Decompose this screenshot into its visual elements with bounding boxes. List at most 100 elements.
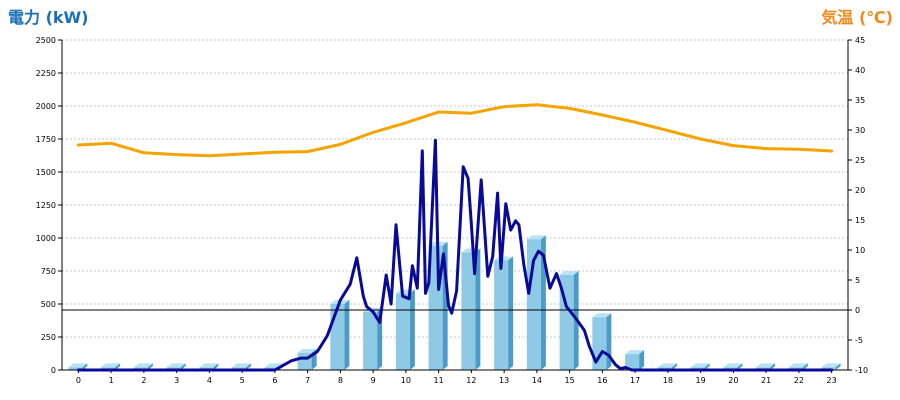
- temperature-line: [76, 103, 834, 158]
- power-bar-side: [246, 363, 252, 370]
- power-bar-side: [147, 363, 153, 370]
- left-tick-label: 750: [41, 267, 56, 276]
- temperature-series: [76, 103, 834, 158]
- power-bar-top: [723, 363, 743, 368]
- power-bar-side: [671, 363, 677, 370]
- x-tick-label: 4: [207, 376, 212, 385]
- power-bar-side: [213, 363, 219, 370]
- right-tick-label: 45: [855, 36, 865, 45]
- power-bar-top: [821, 363, 841, 368]
- power-bar-front: [592, 317, 607, 370]
- power-bar-side: [737, 363, 743, 370]
- power-bar-10: [395, 289, 415, 370]
- right-tick-label: 15: [855, 216, 865, 225]
- power-bar-side: [377, 307, 383, 370]
- x-tick-label: 5: [240, 376, 245, 385]
- power-bar-0: [68, 363, 88, 370]
- power-bar-side: [835, 363, 841, 370]
- x-tick-label: 15: [565, 376, 575, 385]
- x-tick-label: 23: [827, 376, 837, 385]
- power-bar-front: [68, 367, 83, 370]
- x-tick-label: 22: [794, 376, 804, 385]
- power-bar-top: [690, 363, 710, 368]
- x-tick-label: 6: [272, 376, 277, 385]
- left-tick-label: 1000: [36, 234, 56, 243]
- right-tick-label: -5: [855, 336, 863, 345]
- right-tick-label: 10: [855, 246, 865, 255]
- power-bar-side: [344, 300, 350, 370]
- right-tick-label: 5: [855, 276, 860, 285]
- x-tick-label: 8: [338, 376, 343, 385]
- power-bar-12: [461, 248, 481, 370]
- power-bar-side: [82, 363, 88, 370]
- x-tick-label: 13: [499, 376, 509, 385]
- x-tick-label: 3: [174, 376, 179, 385]
- x-tick-label: 19: [696, 376, 706, 385]
- power-bar-top: [559, 270, 579, 275]
- right-tick-label: -10: [855, 366, 868, 375]
- right-tick-label: 20: [855, 186, 865, 195]
- power-bar-17: [625, 350, 645, 370]
- x-tick-label: 16: [597, 376, 607, 385]
- right-tick-label: 30: [855, 126, 865, 135]
- power-series: [76, 138, 834, 372]
- left-axis-title: 電力 (kW): [8, 8, 89, 27]
- power-bar-front: [494, 260, 509, 370]
- x-tick-label: 20: [728, 376, 738, 385]
- right-tick-label: 0: [855, 306, 860, 315]
- left-tick-label: 250: [41, 333, 56, 342]
- power-bar-side: [409, 289, 415, 370]
- power-bar-front: [461, 252, 476, 370]
- left-tick-label: 2500: [36, 36, 56, 45]
- power-bar-top: [68, 363, 88, 368]
- power-bar-side: [508, 256, 514, 370]
- power-bar-side: [639, 350, 645, 370]
- left-tick-label: 1750: [36, 135, 56, 144]
- power-bar-top: [625, 350, 645, 355]
- power-bar-side: [180, 363, 186, 370]
- power-bar-top: [297, 348, 317, 353]
- power-bar-front: [363, 311, 378, 370]
- power-bar-side: [115, 363, 121, 370]
- left-tick-label: 0: [51, 366, 56, 375]
- power-bar-top: [166, 363, 186, 368]
- right-axis-title: 気温 (℃): [821, 8, 893, 27]
- power-bar-top: [199, 363, 219, 368]
- left-tick-label: 2000: [36, 102, 56, 111]
- x-tick-label: 1: [109, 376, 114, 385]
- power-bar-top: [494, 256, 514, 261]
- x-tick-label: 7: [305, 376, 310, 385]
- power-bar-top: [657, 363, 677, 368]
- left-tick-label: 500: [41, 300, 56, 309]
- power-bar-top: [133, 363, 153, 368]
- power-bar-top: [101, 363, 121, 368]
- right-tick-label: 40: [855, 66, 865, 75]
- power-bar-side: [540, 235, 546, 370]
- x-tick-label: 11: [434, 376, 444, 385]
- x-tick-label: 12: [466, 376, 476, 385]
- x-tick-label: 14: [532, 376, 542, 385]
- left-tick-label: 2250: [36, 69, 56, 78]
- power-bar-top: [788, 363, 808, 368]
- x-tick-label: 21: [761, 376, 771, 385]
- power-bar-front: [625, 354, 640, 370]
- x-tick-label: 2: [141, 376, 146, 385]
- x-tick-label: 0: [76, 376, 81, 385]
- power-bar-side: [704, 363, 710, 370]
- right-tick-label: 35: [855, 96, 865, 105]
- power-bar-side: [475, 248, 481, 370]
- power-line: [76, 138, 834, 372]
- power-bar-top: [592, 313, 612, 318]
- power-bar-front: [330, 304, 345, 370]
- power-bar-13: [494, 256, 514, 370]
- right-tick-label: 25: [855, 156, 865, 165]
- x-tick-label: 10: [401, 376, 411, 385]
- power-bar-top: [526, 235, 546, 240]
- x-tick-label: 9: [371, 376, 376, 385]
- power-bar-top: [232, 363, 252, 368]
- power-bar-top: [756, 363, 776, 368]
- power-bar-front: [395, 293, 410, 370]
- power-bar-side: [606, 313, 612, 370]
